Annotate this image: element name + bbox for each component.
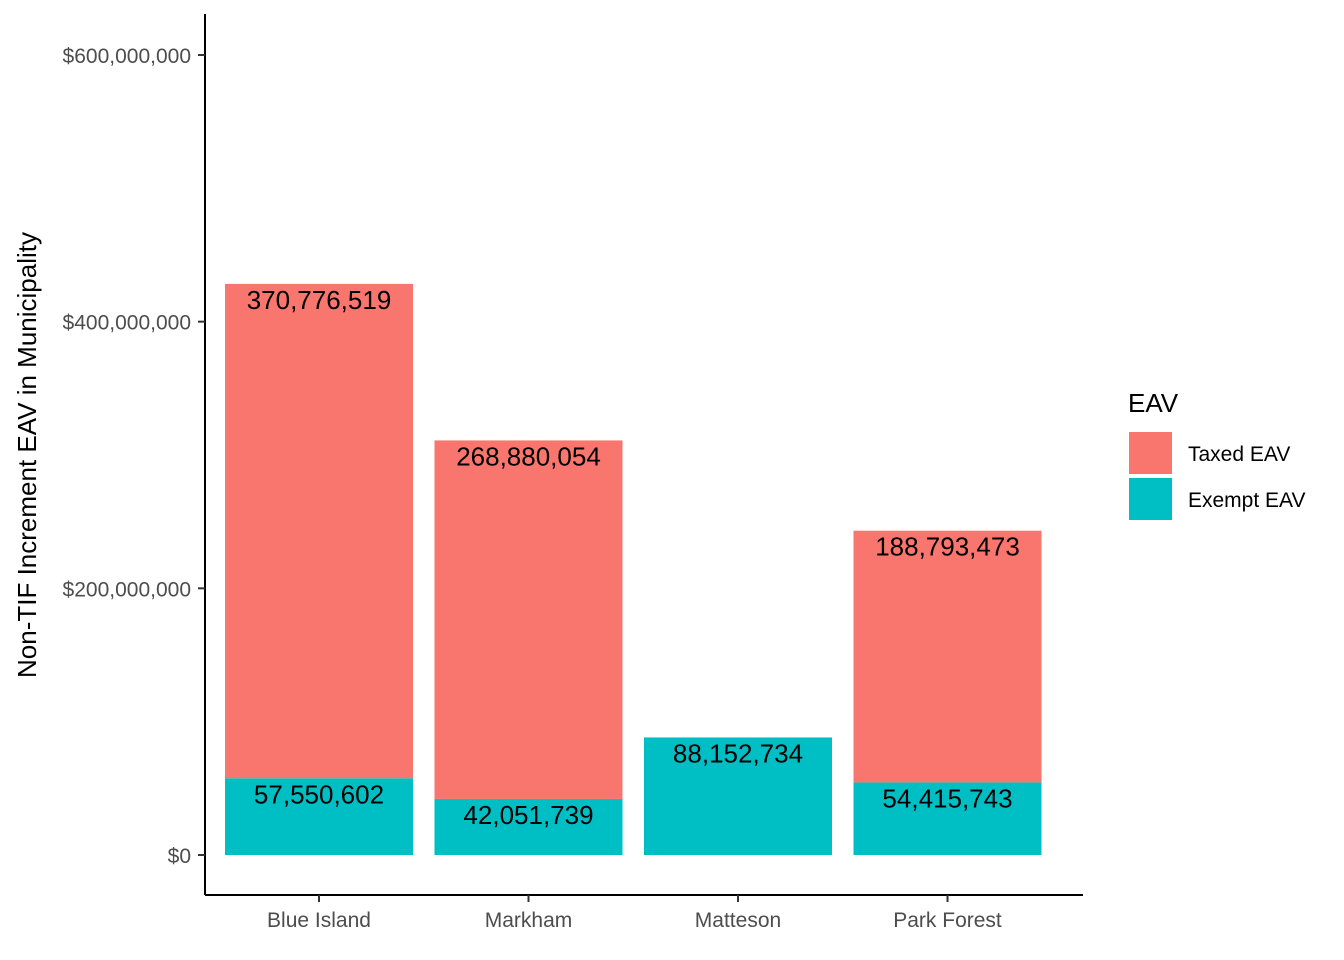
data-label: 268,880,054 bbox=[456, 441, 601, 471]
bar-segment-exempt-eav bbox=[853, 782, 1042, 855]
bar-labels-layer: 57,550,602 370,776,519 42,051,739 268,880,0… bbox=[247, 285, 1020, 830]
bar-segment-exempt-eav bbox=[434, 798, 623, 855]
data-label: 88,152,734 bbox=[673, 738, 803, 768]
legend-swatch bbox=[1129, 478, 1172, 520]
y-tick-label: $600,000,000 bbox=[63, 45, 191, 68]
axes-layer bbox=[204, 14, 1083, 896]
bar-segment-exempt-eav bbox=[644, 737, 832, 855]
y-ticks-layer: $0 $200,000,000 $400,000,000 $600,000,000 bbox=[63, 45, 205, 868]
y-axis-title: Non-TIF Increment EAV in Municipality bbox=[12, 232, 42, 678]
legend: EAV Taxed EAV Exempt EAV bbox=[1128, 388, 1306, 520]
x-tick-label: Matteson bbox=[695, 909, 781, 932]
data-label: 188,793,473 bbox=[875, 532, 1020, 562]
bars-layer bbox=[225, 283, 1042, 855]
x-tick-label: Park Forest bbox=[893, 909, 1002, 932]
data-label: 54,415,743 bbox=[882, 783, 1012, 813]
data-label: 370,776,519 bbox=[247, 285, 392, 315]
y-tick-label: $400,000,000 bbox=[63, 312, 191, 335]
y-tick-label: $200,000,000 bbox=[63, 578, 191, 601]
x-tick-label: Blue Island bbox=[267, 909, 371, 932]
bar-segment-taxed-eav bbox=[225, 283, 413, 779]
x-ticks-layer: Blue Island Markham Matteson Park Forest bbox=[267, 895, 1002, 932]
legend-title: EAV bbox=[1128, 388, 1179, 418]
legend-label: Taxed EAV bbox=[1188, 443, 1290, 466]
y-tick-label: $0 bbox=[168, 845, 191, 868]
data-label: 42,051,739 bbox=[463, 800, 593, 830]
legend-label: Exempt EAV bbox=[1188, 489, 1306, 512]
bar-segment-exempt-eav bbox=[225, 778, 413, 855]
data-label: 57,550,602 bbox=[254, 779, 384, 809]
x-tick-label: Markham bbox=[485, 909, 573, 932]
legend-swatch bbox=[1129, 432, 1172, 474]
legend-entries: Taxed EAV Exempt EAV bbox=[1129, 432, 1306, 520]
bar-segment-taxed-eav bbox=[853, 530, 1042, 783]
bar-segment-taxed-eav bbox=[434, 440, 623, 799]
